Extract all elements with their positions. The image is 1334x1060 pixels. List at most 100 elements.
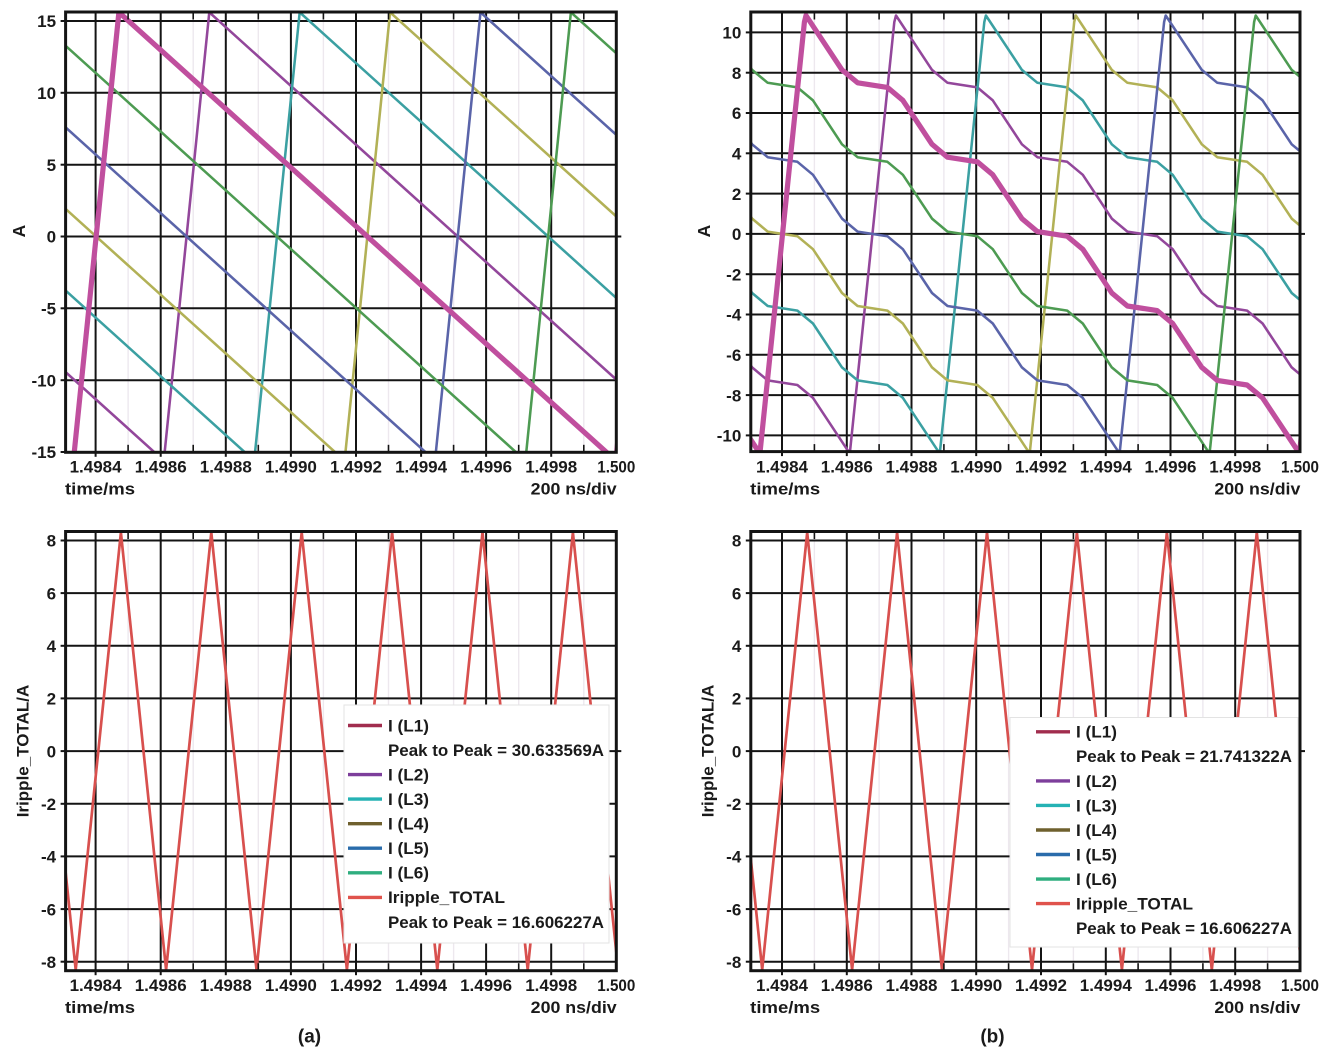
svg-text:-15: -15 [32, 443, 57, 462]
svg-text:time/ms: time/ms [750, 998, 820, 1017]
svg-text:time/ms: time/ms [65, 480, 135, 499]
svg-text:(a): (a) [298, 1027, 321, 1048]
svg-text:-4: -4 [726, 306, 742, 325]
svg-text:1.4992: 1.4992 [330, 976, 382, 995]
svg-text:Peak to Peak = 30.633569A: Peak to Peak = 30.633569A [388, 742, 604, 760]
svg-text:time/ms: time/ms [750, 480, 820, 499]
svg-text:2: 2 [47, 690, 56, 709]
svg-text:8: 8 [732, 64, 741, 83]
svg-text:-10: -10 [32, 371, 57, 390]
svg-text:1.4996: 1.4996 [1145, 976, 1197, 995]
svg-text:I (L6): I (L6) [1076, 871, 1117, 889]
svg-text:1.500: 1.500 [597, 976, 635, 995]
svg-text:A: A [9, 224, 29, 237]
svg-text:I (L5): I (L5) [388, 840, 429, 858]
svg-text:Iripple_TOTAL/A: Iripple_TOTAL/A [699, 685, 718, 818]
svg-text:0: 0 [732, 742, 741, 761]
svg-text:6: 6 [732, 104, 741, 123]
svg-text:I (L2): I (L2) [388, 767, 429, 785]
svg-text:1.4992: 1.4992 [1015, 976, 1067, 995]
svg-text:1.4996: 1.4996 [460, 976, 512, 995]
svg-text:Peak to Peak = 21.741322A: Peak to Peak = 21.741322A [1076, 748, 1292, 766]
svg-text:1.4984: 1.4984 [70, 976, 123, 995]
svg-text:0: 0 [732, 225, 741, 244]
svg-text:Iripple_TOTAL/A: Iripple_TOTAL/A [14, 685, 33, 818]
svg-text:-2: -2 [726, 265, 741, 284]
svg-text:I (L5): I (L5) [1076, 846, 1117, 864]
svg-text:-8: -8 [726, 386, 741, 405]
svg-text:1.4998: 1.4998 [1209, 976, 1261, 995]
svg-text:1.500: 1.500 [1281, 457, 1319, 476]
svg-text:2: 2 [732, 690, 741, 709]
svg-text:-4: -4 [726, 848, 742, 867]
svg-text:4: 4 [732, 145, 742, 164]
svg-text:200 ns/div: 200 ns/div [531, 998, 618, 1017]
svg-text:6: 6 [47, 584, 56, 603]
svg-text:200 ns/div: 200 ns/div [1214, 480, 1301, 499]
svg-text:-10: -10 [717, 427, 742, 446]
svg-text:Peak to Peak = 16.606227A: Peak to Peak = 16.606227A [388, 914, 604, 932]
svg-text:200 ns/div: 200 ns/div [1214, 998, 1301, 1017]
svg-text:2: 2 [732, 185, 741, 204]
svg-text:1.4988: 1.4988 [886, 976, 938, 995]
svg-text:I (L4): I (L4) [1076, 822, 1117, 840]
svg-text:1.4992: 1.4992 [330, 457, 382, 476]
svg-text:1.4994: 1.4994 [395, 457, 448, 476]
svg-text:Iripple_TOTAL: Iripple_TOTAL [388, 889, 505, 907]
svg-text:Peak to Peak = 16.606227A: Peak to Peak = 16.606227A [1076, 920, 1292, 938]
svg-text:1.4994: 1.4994 [1080, 457, 1133, 476]
svg-text:-5: -5 [41, 300, 56, 319]
svg-text:1.4986: 1.4986 [135, 457, 187, 476]
svg-text:1.4986: 1.4986 [821, 457, 873, 476]
svg-text:0: 0 [47, 742, 56, 761]
svg-text:1.4984: 1.4984 [756, 976, 809, 995]
svg-text:1.4986: 1.4986 [135, 976, 187, 995]
svg-text:1.4996: 1.4996 [460, 457, 512, 476]
svg-text:10: 10 [722, 24, 741, 43]
svg-text:1.4990: 1.4990 [950, 457, 1002, 476]
svg-text:-6: -6 [726, 346, 741, 365]
svg-text:1.4986: 1.4986 [821, 976, 873, 995]
svg-text:1.4992: 1.4992 [1015, 457, 1067, 476]
svg-text:1.4990: 1.4990 [950, 976, 1002, 995]
svg-text:1.4998: 1.4998 [525, 457, 577, 476]
svg-text:I (L2): I (L2) [1076, 773, 1117, 791]
svg-text:-8: -8 [726, 953, 741, 972]
svg-text:200 ns/div: 200 ns/div [531, 480, 618, 499]
svg-text:1.4990: 1.4990 [265, 976, 317, 995]
svg-text:1.4984: 1.4984 [70, 457, 123, 476]
svg-text:Iripple_TOTAL: Iripple_TOTAL [1076, 896, 1193, 914]
svg-text:4: 4 [47, 637, 57, 656]
svg-text:1.500: 1.500 [1281, 976, 1319, 995]
svg-text:1.4996: 1.4996 [1145, 457, 1197, 476]
svg-text:I (L6): I (L6) [388, 865, 429, 883]
svg-text:time/ms: time/ms [65, 998, 135, 1017]
svg-text:8: 8 [732, 532, 741, 551]
svg-text:-2: -2 [726, 795, 741, 814]
svg-text:I (L1): I (L1) [1076, 724, 1117, 742]
svg-text:10: 10 [37, 84, 56, 103]
svg-text:1.4984: 1.4984 [756, 457, 809, 476]
svg-text:4: 4 [732, 637, 742, 656]
svg-text:I (L3): I (L3) [1076, 797, 1117, 815]
svg-text:I (L1): I (L1) [388, 717, 429, 735]
svg-text:1.500: 1.500 [597, 457, 635, 476]
svg-text:1.4988: 1.4988 [886, 457, 938, 476]
svg-text:1.4988: 1.4988 [200, 976, 252, 995]
svg-text:-6: -6 [41, 900, 56, 919]
svg-text:1.4994: 1.4994 [1080, 976, 1133, 995]
svg-text:(b): (b) [980, 1027, 1004, 1048]
svg-text:A: A [694, 224, 714, 237]
svg-text:-2: -2 [41, 795, 56, 814]
svg-text:-8: -8 [41, 953, 56, 972]
svg-text:15: 15 [37, 12, 56, 31]
svg-text:1.4998: 1.4998 [1209, 457, 1261, 476]
svg-text:I (L3): I (L3) [388, 791, 429, 809]
svg-text:-6: -6 [726, 900, 741, 919]
svg-text:I (L4): I (L4) [388, 816, 429, 834]
svg-text:1.4988: 1.4988 [200, 457, 252, 476]
svg-text:1.4994: 1.4994 [395, 976, 448, 995]
svg-text:1.4998: 1.4998 [525, 976, 577, 995]
svg-text:1.4990: 1.4990 [265, 457, 317, 476]
svg-text:5: 5 [47, 156, 56, 175]
